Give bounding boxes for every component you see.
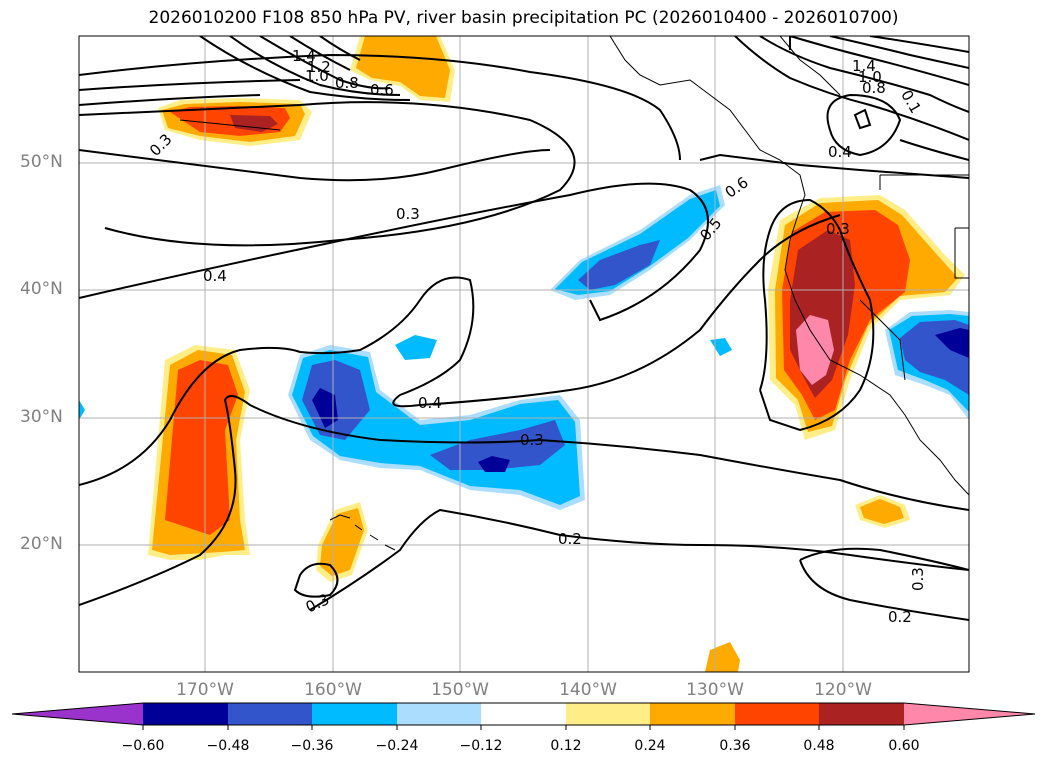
contour-label-0-8-nw: 0.8 bbox=[335, 74, 359, 92]
map-content: 1.4 1.2 1.0 0.8 0.6 0.3 1.4 1.0 0.8 0.1 … bbox=[79, 36, 969, 672]
colorbar-tick-2: −0.48 bbox=[206, 738, 250, 754]
colorbar-bin-9 bbox=[819, 703, 904, 725]
contour-label-1-0-ne: 1.0 bbox=[858, 68, 882, 86]
contour-label-1-4-ne: 1.4 bbox=[852, 57, 876, 75]
contour-label-0-6-nw: 0.6 bbox=[370, 81, 394, 99]
contour-label-0-3-california: 0.3 bbox=[826, 220, 850, 238]
contour-label-0-3-central: 0.3 bbox=[520, 431, 544, 449]
colorbar-tick-10: 0.60 bbox=[888, 738, 920, 754]
colorbar-tick-5: −0.12 bbox=[459, 738, 503, 754]
positive-precip-areas bbox=[148, 36, 965, 672]
contour-label-0-4-central: 0.4 bbox=[418, 394, 442, 412]
contour-label-1-0-nw: 1.0 bbox=[305, 67, 329, 85]
colorbar-tick-4: −0.24 bbox=[375, 738, 419, 754]
contour-label-0-8-ne: 0.8 bbox=[862, 79, 886, 97]
lon-label-140w: 140°W bbox=[559, 680, 617, 700]
colorbar-extend-right bbox=[904, 703, 1035, 725]
colorbar-tick-1: −0.60 bbox=[121, 738, 165, 754]
lon-label-160w: 160°W bbox=[304, 680, 362, 700]
colorbar-tick-6: 0.12 bbox=[550, 738, 582, 754]
contour-label-0-2-east: 0.2 bbox=[888, 608, 912, 626]
pv-contours bbox=[79, 36, 969, 621]
precip-area-south bbox=[705, 642, 740, 672]
colorbar-bin-2 bbox=[228, 703, 312, 725]
lat-label-30n: 30°N bbox=[20, 407, 63, 427]
contour-label-0-4-ne: 0.4 bbox=[828, 143, 852, 161]
contour-label-0-3-east: 0.3 bbox=[909, 567, 927, 591]
colorbar-tick-7: 0.24 bbox=[634, 738, 666, 754]
colorbar-tick-3: −0.36 bbox=[290, 738, 334, 754]
contour-label-0-2-central: 0.2 bbox=[558, 530, 582, 548]
colorbar-bin-8 bbox=[735, 703, 819, 725]
graticule bbox=[79, 36, 969, 672]
lat-label-40n: 40°N bbox=[20, 279, 63, 299]
lon-label-130w: 130°W bbox=[686, 680, 744, 700]
colorbar-tick-8: 0.36 bbox=[719, 738, 751, 754]
colorbar-bin-5 bbox=[481, 703, 566, 725]
contour-label-0-4-west: 0.4 bbox=[203, 267, 227, 285]
colorbar-bin-7 bbox=[650, 703, 735, 725]
lat-label-20n: 20°N bbox=[20, 534, 63, 554]
colorbar-tick-9: 0.48 bbox=[803, 738, 835, 754]
colorbar-bin-6 bbox=[566, 703, 650, 725]
precip-area-small-blue bbox=[395, 335, 437, 360]
precip-area-west-edge bbox=[79, 400, 85, 420]
map-title: 2026010200 F108 850 hPa PV, river basin … bbox=[148, 8, 899, 28]
contour-label-0-3-central-north: 0.3 bbox=[396, 205, 420, 223]
colorbar-bin-3 bbox=[312, 703, 397, 725]
contour-label-1-4-nw: 1.4 bbox=[292, 47, 316, 65]
colorbar-bin-1 bbox=[143, 703, 228, 725]
colorbar-extend-left bbox=[12, 703, 143, 725]
contour-label-1-2-nw: 1.2 bbox=[307, 58, 331, 76]
lat-label-50n: 50°N bbox=[20, 152, 63, 172]
lon-label-120w: 120°W bbox=[814, 680, 872, 700]
colorbar-bin-4 bbox=[397, 703, 481, 725]
colorbar bbox=[11, 702, 1036, 730]
lon-label-150w: 150°W bbox=[431, 680, 489, 700]
map-frame bbox=[78, 35, 970, 673]
lon-label-170w: 170°W bbox=[176, 680, 234, 700]
